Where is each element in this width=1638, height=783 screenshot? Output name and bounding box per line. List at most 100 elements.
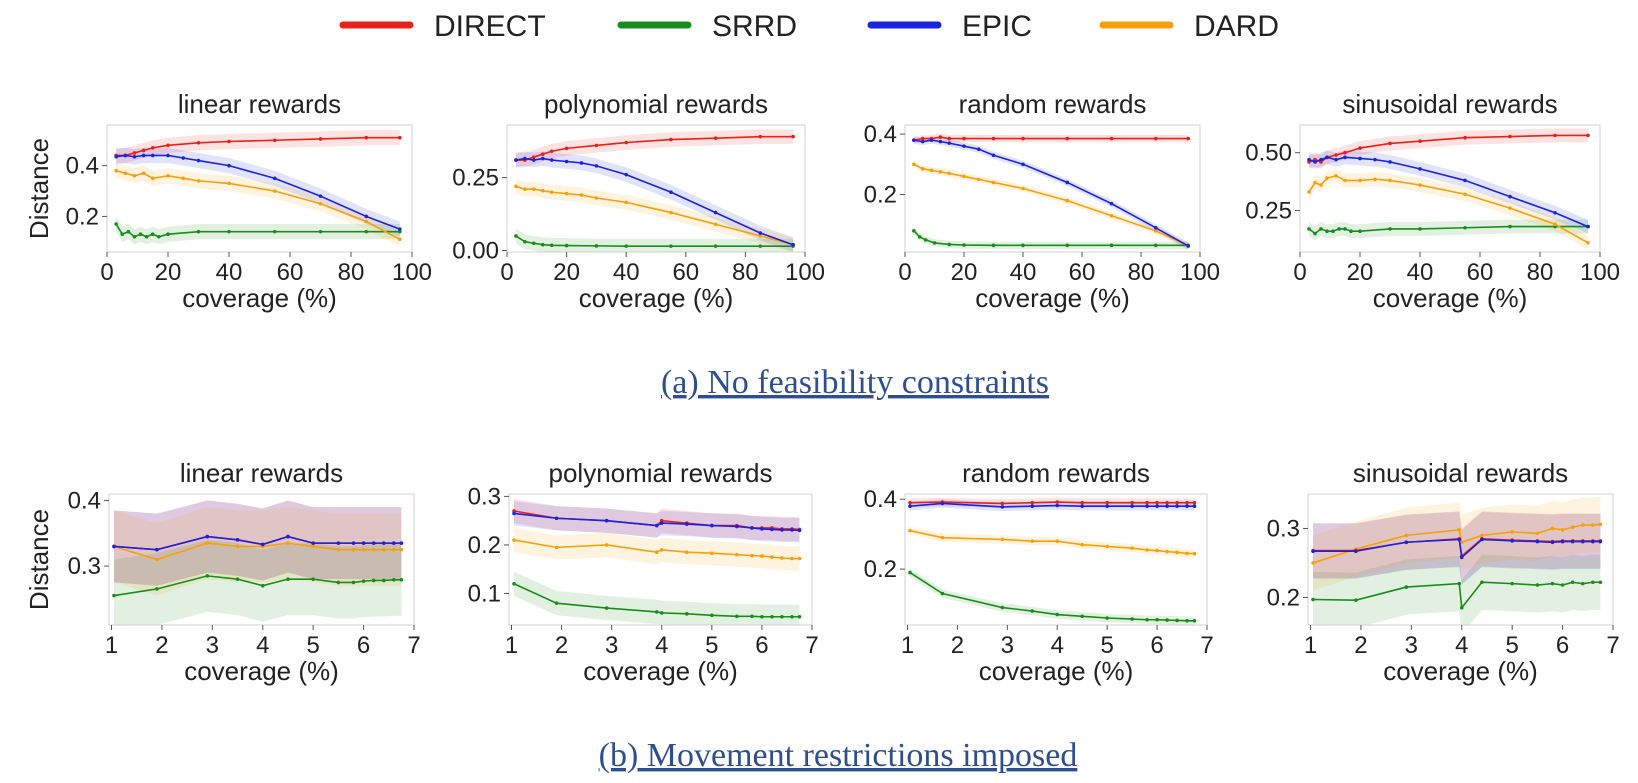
point-dard xyxy=(790,556,794,561)
point-srrd xyxy=(758,244,763,248)
x-tick-label: 3 xyxy=(1405,632,1418,659)
point-direct xyxy=(1586,133,1590,138)
point-epic xyxy=(791,242,795,247)
point-dard xyxy=(1311,561,1315,565)
point-epic xyxy=(669,190,673,194)
line-srrd xyxy=(909,571,1195,622)
point-dard xyxy=(1480,533,1484,538)
y-tick-label: 0.4 xyxy=(864,121,897,148)
point-srrd xyxy=(624,244,628,248)
point-epic xyxy=(797,528,802,533)
legend-label-direct: DIRECT xyxy=(434,10,546,43)
point-epic xyxy=(549,158,554,162)
point-srrd xyxy=(1145,617,1149,622)
plot-area xyxy=(112,500,404,625)
point-epic xyxy=(1109,201,1114,206)
x-tick-label: 5 xyxy=(705,632,718,659)
point-epic xyxy=(272,176,277,181)
point-dard xyxy=(196,179,201,183)
point-direct xyxy=(1109,136,1114,141)
point-direct xyxy=(669,137,673,142)
panel-b-sinusoidal: sinusoidal rewards 1 2 3 4 5 6 7 0.2 0.3 coverage … xyxy=(1267,458,1620,686)
point-direct xyxy=(758,134,763,139)
x-tick-label: 40 xyxy=(1407,259,1434,286)
point-dard xyxy=(920,167,925,171)
band-dard xyxy=(515,179,794,252)
point-srrd xyxy=(1030,609,1035,613)
point-srrd xyxy=(1535,583,1540,587)
point-epic xyxy=(1404,540,1409,545)
point-srrd xyxy=(564,243,569,248)
point-dard xyxy=(750,553,754,558)
point-epic xyxy=(532,158,536,162)
x-tick-label: 3 xyxy=(605,632,618,659)
point-srrd xyxy=(532,241,536,246)
point-srrd xyxy=(286,577,290,581)
point-epic xyxy=(604,518,609,523)
point-srrd xyxy=(196,229,201,234)
point-dard xyxy=(908,528,912,533)
point-direct xyxy=(166,143,170,148)
point-epic xyxy=(1560,539,1565,544)
point-epic xyxy=(1418,167,1422,171)
point-direct xyxy=(150,146,155,150)
point-srrd xyxy=(512,581,516,586)
legend-item-dard: DARD xyxy=(1099,10,1279,43)
x-tick-label: 4 xyxy=(1051,632,1064,659)
point-dard xyxy=(947,171,952,176)
y-tick-label: 0.25 xyxy=(452,165,499,192)
point-direct xyxy=(908,500,912,505)
y-tick-label: 0.00 xyxy=(452,238,499,265)
point-dard xyxy=(523,187,527,192)
point-epic xyxy=(235,538,240,542)
x-tick-label: 3 xyxy=(1001,632,1014,659)
band-srrd xyxy=(116,216,400,245)
point-dard xyxy=(1325,176,1329,180)
point-dard xyxy=(132,174,137,178)
x-tick-label: 5 xyxy=(306,632,319,659)
point-epic xyxy=(1192,504,1197,509)
legend-item-epic: EPIC xyxy=(867,10,1032,43)
point-dard xyxy=(1570,525,1575,529)
point-srrd xyxy=(735,614,739,619)
x-axis-label: coverage (%) xyxy=(1373,283,1528,313)
point-epic xyxy=(1165,504,1169,509)
band-dard xyxy=(1313,496,1601,591)
point-dard xyxy=(1175,550,1179,555)
point-dard xyxy=(1021,186,1025,191)
point-srrd xyxy=(1591,580,1595,585)
band-direct xyxy=(514,498,800,542)
point-epic xyxy=(227,163,231,168)
point-srrd xyxy=(371,578,376,583)
point-dard xyxy=(713,222,718,227)
x-tick-label: 20 xyxy=(553,259,580,286)
point-epic xyxy=(962,144,966,148)
point-epic xyxy=(735,524,739,529)
point-direct xyxy=(1080,500,1085,505)
point-direct xyxy=(1155,500,1159,505)
point-epic xyxy=(1354,549,1358,554)
band-direct xyxy=(1309,128,1588,169)
y-tick-label: 0.2 xyxy=(864,182,897,209)
x-axis-label: coverage (%) xyxy=(979,656,1134,686)
point-direct xyxy=(962,136,966,141)
point-dard xyxy=(150,176,155,181)
point-epic xyxy=(1550,540,1555,545)
panel-a-random: random rewards 0 20 40 60 80 100 0.2 0.4 coverage… xyxy=(864,89,1220,313)
point-srrd xyxy=(399,578,404,582)
point-srrd xyxy=(364,229,369,234)
point-dard xyxy=(760,554,764,558)
point-srrd xyxy=(1508,224,1512,229)
point-srrd xyxy=(205,574,210,578)
point-epic xyxy=(1343,155,1347,160)
point-direct xyxy=(1030,500,1035,505)
point-dard xyxy=(311,544,315,549)
point-srrd xyxy=(361,579,366,583)
point-direct xyxy=(398,135,402,140)
point-dard xyxy=(1105,544,1109,549)
point-epic xyxy=(381,541,386,545)
point-direct xyxy=(1175,500,1179,505)
panel-title: sinusoidal rewards xyxy=(1353,458,1568,488)
x-tick-label: 3 xyxy=(206,632,219,659)
point-srrd xyxy=(932,241,937,245)
